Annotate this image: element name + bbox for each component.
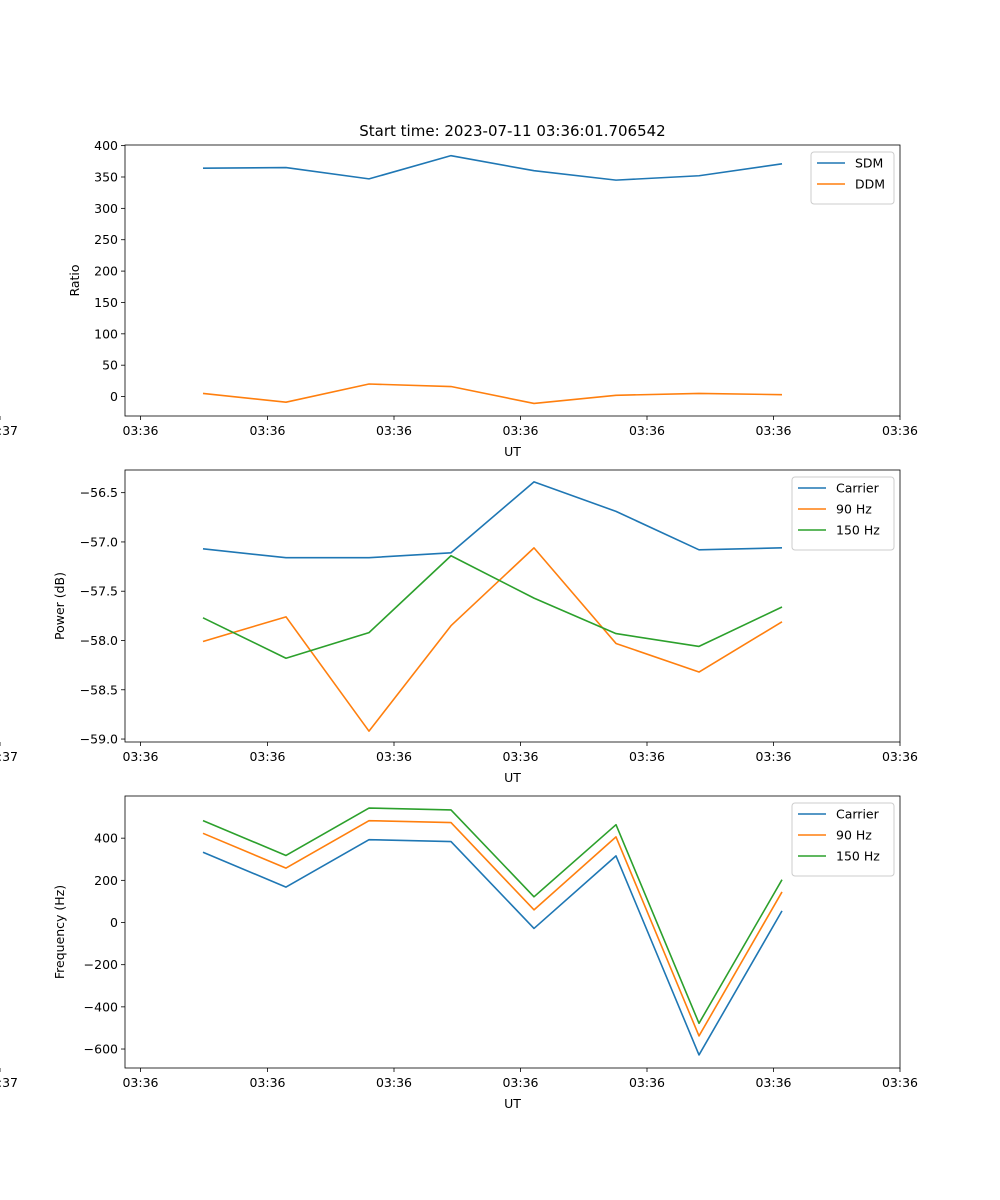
x-tick-label: 03:36 [502,423,538,438]
y-tick-label: 200 [94,264,118,279]
x-tick-label: 03:36 [629,1075,665,1090]
y-tick-label: 300 [94,201,118,216]
y-tick-label: −56.5 [80,485,118,500]
y-tick-label: −57.0 [80,534,118,549]
legend-entry: 150 Hz [836,523,880,538]
x-tick-label: 03:36 [629,423,665,438]
y-tick-label: −58.0 [80,633,118,648]
y-tick-label: 350 [94,169,118,184]
axes-frame [124,144,901,417]
x-tick-label: 03:36 [882,749,918,764]
y-tick-label: 200 [94,873,118,888]
legend-entry: 150 Hz [836,849,880,864]
y-tick-label: 400 [94,138,118,153]
legend-box [791,802,895,877]
series-line-carrier [202,838,783,1056]
x-tick-label: 03:36 [882,1075,918,1090]
y-tick-label: −57.5 [80,584,118,599]
legend-entry: Carrier [836,481,880,496]
chart-panel-1: 03:36 03:36 03:36 03:36 03:36 03:36 03:36 03:37… [0,138,918,459]
x-tick-label: 03:36 [122,423,158,438]
chart-panel-3: 03:36 03:36 03:36 03:36 03:36 03:36 03:36 03:37… [0,795,918,1111]
series-line-sdm [202,154,783,181]
x-tick-label: 03:36 [629,749,665,764]
axes-frame [124,469,901,743]
y-tick-label: 50 [102,358,118,373]
legend: Carrier 90 Hz 150 Hz [791,476,895,551]
legend-box [791,476,895,551]
y-tick-label: 150 [94,295,118,310]
x-axis-label: UT [504,444,521,459]
figure-title: Start time: 2023-07-11 03:36:01.706542 [359,122,665,140]
x-tick-label: 03:36 [755,423,791,438]
x-tick-label: 03:36 [376,749,412,764]
x-tick-label: 03:36 [249,423,285,438]
y-tick-label: −400 [84,999,118,1014]
x-tick-label: 03:36 [755,749,791,764]
y-tick-label: 400 [94,831,118,846]
x-tick-label: 03:36 [376,423,412,438]
y-tick-label: −58.5 [80,682,118,697]
y-axis-label: Power (dB) [52,572,67,640]
axes-frame [124,795,901,1069]
series-line-150-hz [202,807,783,1025]
x-tick-label: 03:37 [0,423,18,438]
y-axis-label: Ratio [67,264,82,296]
legend-entry: Carrier [836,807,880,822]
x-tick-label: 03:36 [755,1075,791,1090]
series-line-ddm [202,383,783,405]
x-tick-label: 03:36 [882,423,918,438]
legend: Carrier 90 Hz 150 Hz [791,802,895,877]
x-tick-label: 03:36 [249,749,285,764]
y-tick-label: −200 [84,957,118,972]
series-line-carrier [202,481,783,559]
series-line-90-hz [202,819,783,1037]
x-tick-label: 03:36 [122,749,158,764]
legend-entry: 90 Hz [836,502,872,517]
x-axis-label: UT [504,770,521,785]
series-line-90-hz [202,547,783,732]
x-tick-label: 03:36 [502,1075,538,1090]
y-tick-label: −600 [84,1042,118,1057]
legend-entry: DDM [855,177,885,192]
y-tick-label: 100 [94,326,118,341]
legend-box [810,151,895,205]
legend: SDM DDM [810,151,895,205]
legend-entry: 90 Hz [836,828,872,843]
y-tick-label: −59.0 [80,732,118,747]
series-line-150-hz [202,554,783,660]
legend-entry: SDM [855,156,883,171]
y-tick-label: 0 [110,389,118,404]
y-tick-label: 0 [110,915,118,930]
x-tick-label: 03:36 [122,1075,158,1090]
chart-panel-2: 03:36 03:36 03:36 03:36 03:36 03:36 03:36 03:37… [0,469,918,785]
y-axis-label: Frequency (Hz) [52,885,67,979]
x-tick-label: 03:36 [249,1075,285,1090]
y-tick-label: 250 [94,232,118,247]
x-tick-label: 03:36 [376,1075,412,1090]
x-axis-label: UT [504,1096,521,1111]
x-tick-label: 03:36 [502,749,538,764]
x-tick-label: 03:37 [0,749,18,764]
x-tick-label: 03:37 [0,1075,18,1090]
